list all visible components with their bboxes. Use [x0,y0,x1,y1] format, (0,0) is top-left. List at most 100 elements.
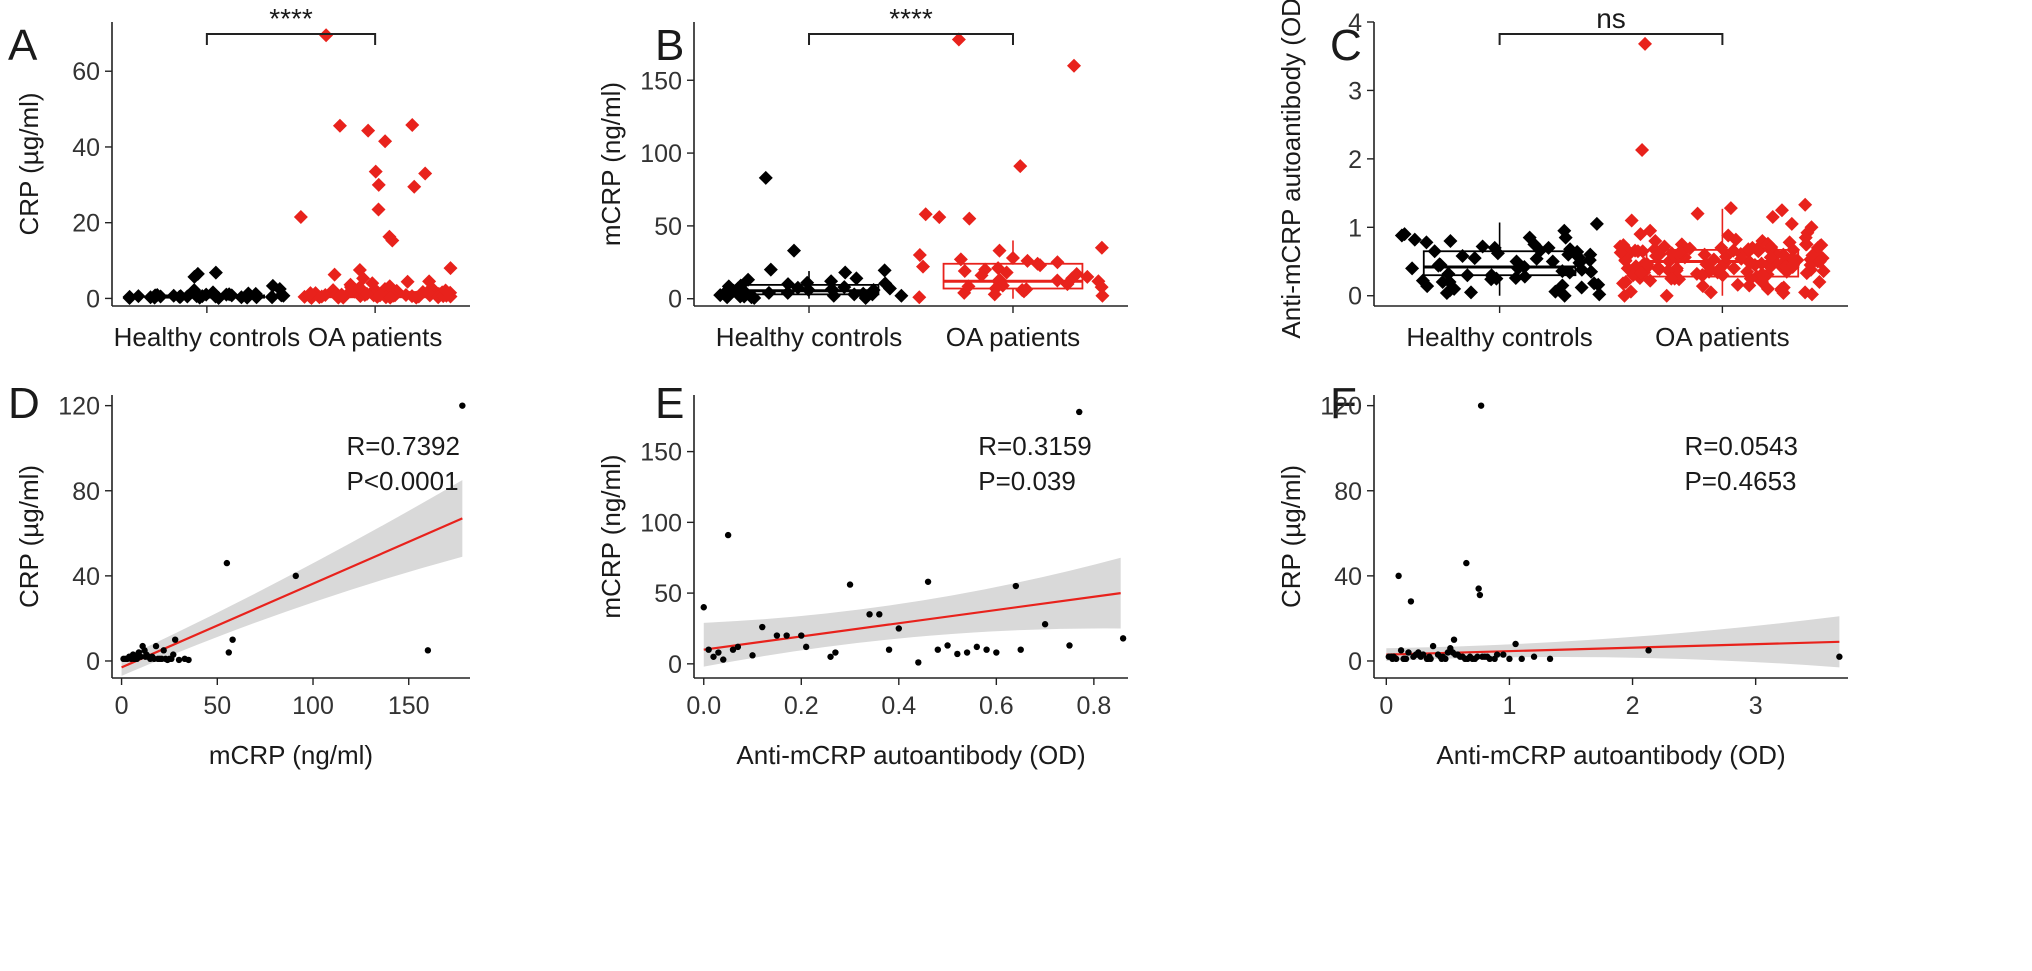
y-axis-title-f: CRP (µg/ml) [1276,465,1306,608]
data-point-b [992,243,1007,258]
y-tick-label-a: 40 [72,134,100,162]
data-point-c [1798,237,1813,252]
data-point-b [999,265,1014,280]
data-point-c [1617,288,1632,303]
panel-letter-b: B [655,21,684,70]
data-point-b [882,281,897,296]
data-point-e [983,646,990,653]
data-point-e [729,646,737,653]
data-point-c [1558,230,1573,245]
category-label-b: OA patients [946,322,1080,352]
data-point-a [373,288,388,303]
data-point-c [1419,235,1434,250]
data-point-b [713,288,728,303]
data-point-d [150,655,158,663]
data-point-c [1508,270,1523,285]
data-point-c [1743,271,1758,286]
data-point-e [1012,582,1020,590]
data-point-c [1545,254,1560,269]
data-point-e [866,611,873,618]
data-point-a [211,291,226,306]
stat-r-f: R=0.0543 [1684,431,1797,461]
data-point-d [292,572,299,580]
data-point-b [961,279,976,294]
y-tick-label-d: 40 [72,563,100,591]
data-point-f [1405,649,1412,656]
data-point-e [885,646,893,653]
y-tick-label-c: 0 [1348,283,1362,311]
data-point-b [763,262,778,277]
data-point-b [1094,240,1109,255]
y-tick-label-a: 60 [72,58,100,86]
data-point-c [1690,206,1705,221]
y-axis-title-c: Anti-mCRP autoantibody (OD) [1276,0,1306,339]
data-point-b [877,263,892,278]
data-point-b [849,271,864,286]
data-point-c [1706,252,1721,267]
data-point-e [1017,646,1024,653]
data-point-c [1728,232,1743,247]
x-axis-title-d: mCRP (ng/ml) [209,740,373,770]
data-point-b [918,207,933,222]
y-tick-label-b: 0 [668,286,682,314]
data-point-c [1511,261,1526,276]
panel-letter-e: E [655,379,684,428]
data-point-b [1080,269,1095,284]
data-point-b [932,210,947,225]
y-tick-label-d: 120 [58,393,100,421]
data-point-c [1643,273,1658,288]
data-point-f [1395,572,1402,580]
data-point-b [837,280,852,295]
data-point-e [832,649,839,656]
significance-bracket-b [808,33,1014,45]
data-point-b [912,290,927,305]
data-point-b [1020,253,1035,268]
data-point-a [418,166,433,181]
data-point-c [1439,285,1454,300]
stat-r-d: R=0.7392 [346,431,459,461]
data-point-c [1812,275,1827,290]
data-point-c [1589,216,1604,231]
regression-line-d [121,517,463,669]
data-point-a [334,287,349,302]
data-point-a [327,267,342,282]
data-point-d [134,651,142,658]
data-point-c [1562,265,1577,280]
data-point-f [1452,651,1459,658]
data-point-b [786,243,801,258]
data-point-a [443,289,458,304]
data-point-d [160,647,167,654]
data-point-c [1745,240,1760,255]
data-point-e [1066,642,1073,649]
data-point-f [1518,655,1525,663]
y-tick-label-b: 50 [654,213,682,241]
x-tick-label-d: 50 [203,692,231,720]
data-point-e [1041,621,1049,628]
data-point-c [1557,288,1572,303]
data-point-b [824,282,839,297]
stat-r-e: R=0.3159 [978,431,1091,461]
category-label-c: Healthy controls [1406,322,1592,352]
data-point-f [1506,655,1513,663]
data-point-a [378,134,393,149]
data-point-c [1467,251,1482,266]
data-point-b [734,288,749,303]
data-point-e [710,653,717,660]
data-point-b [1067,58,1082,73]
data-point-f [1427,655,1434,663]
data-point-f [1477,402,1485,409]
data-point-c [1630,244,1645,259]
data-point-a [303,286,318,301]
data-point-c [1613,245,1628,260]
data-point-e [895,625,903,632]
data-point-d [459,402,466,409]
x-axis-title-e: Anti-mCRP autoantibody (OD) [736,740,1085,770]
data-point-b [1019,282,1034,297]
data-point-b [1069,266,1084,281]
y-tick-label-f: 120 [1320,393,1362,421]
x-tick-label-f: 0 [1379,692,1393,720]
y-tick-label-c: 4 [1348,9,1362,37]
data-point-c [1427,244,1442,259]
data-point-c [1779,264,1794,279]
y-tick-label-f: 40 [1334,563,1362,591]
